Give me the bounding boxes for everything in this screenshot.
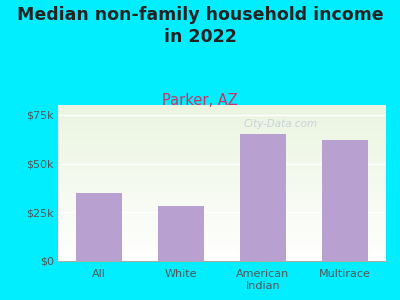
Bar <box>240 134 286 261</box>
Text: Parker, AZ: Parker, AZ <box>162 93 238 108</box>
Bar <box>76 193 122 261</box>
Bar <box>322 140 368 261</box>
Text: City-Data.com: City-Data.com <box>244 119 318 129</box>
Bar <box>158 206 204 261</box>
Text: Median non-family household income
in 2022: Median non-family household income in 20… <box>17 6 383 46</box>
